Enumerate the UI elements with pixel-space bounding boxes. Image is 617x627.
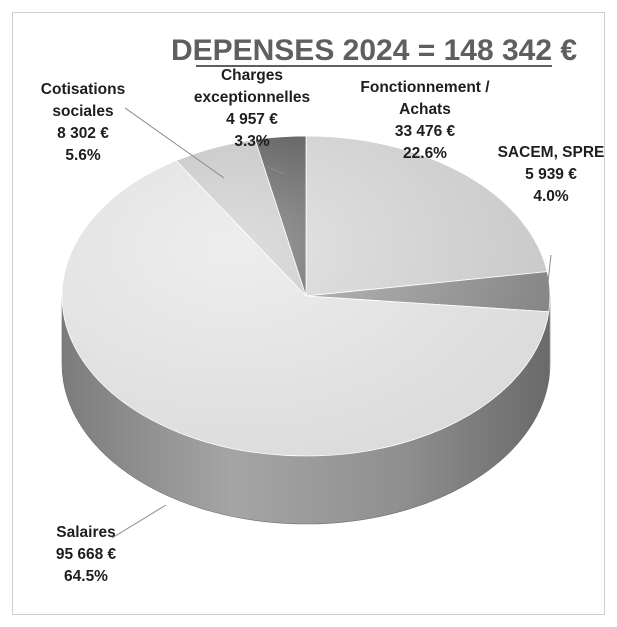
slice-percent-label-3: 5.6% [65, 147, 101, 164]
pie-labels: Fonctionnement / Achats 33 476 € 22.6% SACEM… [41, 67, 605, 585]
chart-title: DEPENSES 2024 = 148 342 € [171, 34, 577, 67]
slice-name-4-1: exceptionnelles [194, 89, 310, 106]
leader-line-1 [545, 254, 552, 301]
slice-value-label-4: 4 957 € [226, 111, 278, 128]
leader-line-4 [265, 165, 285, 175]
slice-percent-label-0: 22.6% [403, 145, 447, 162]
leader-line-2 [111, 504, 167, 539]
slice-value-label-1: 5 939 € [525, 166, 577, 183]
pie-top [61, 135, 551, 457]
slice-name-0-1: Achats [399, 101, 451, 118]
slice-name-3-1: sociales [52, 103, 113, 120]
slice-value-label-3: 8 302 € [57, 125, 109, 142]
slice-percent-label-4: 3.3% [234, 133, 270, 150]
slice-name-2-0: Salaires [56, 524, 115, 541]
slice-percent-label-2: 64.5% [64, 568, 108, 585]
slice-name-0-0: Fonctionnement / [360, 79, 490, 96]
pie-shine [62, 136, 550, 456]
slice-name-4-0: Charges [221, 67, 283, 84]
slice-name-1-0: SACEM, SPRE [498, 144, 605, 161]
slice-value-label-0: 33 476 € [395, 123, 456, 140]
leader-line-3 [124, 107, 225, 179]
slice-value-label-2: 95 668 € [56, 546, 117, 563]
slice-percent-label-1: 4.0% [533, 188, 569, 205]
slice-name-3-0: Cotisations [41, 81, 125, 98]
